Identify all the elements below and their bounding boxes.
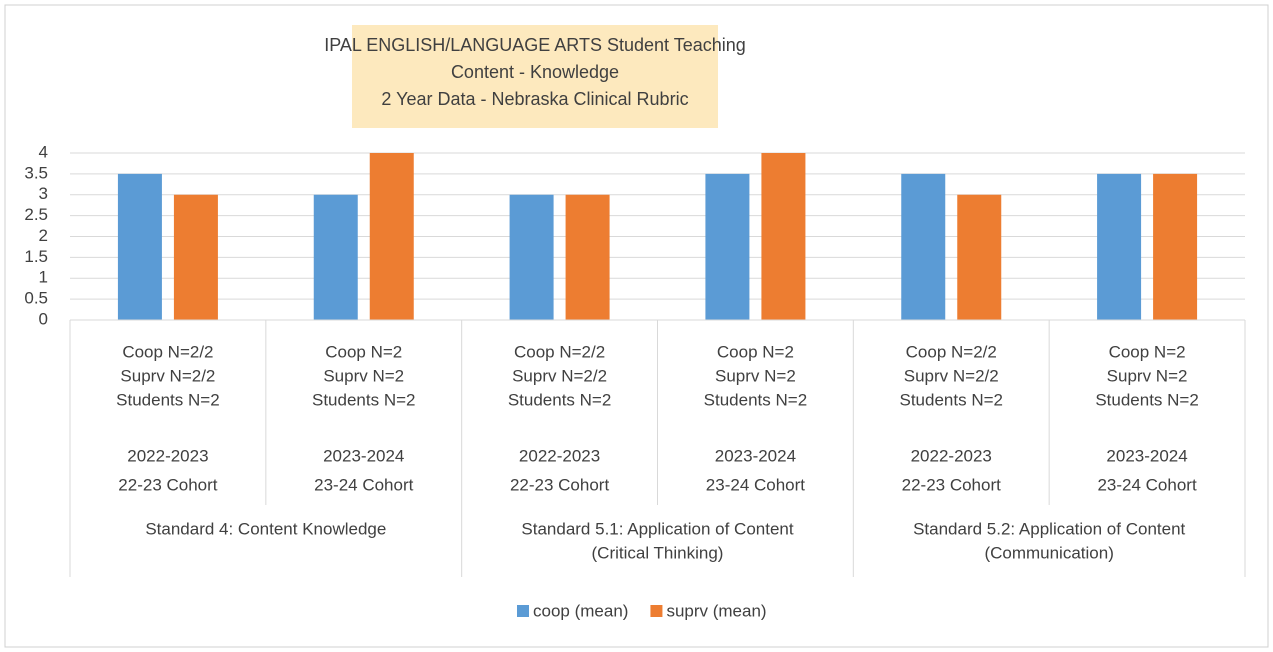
y-tick-label: 3.5	[24, 163, 48, 182]
x-tick-label: Coop N=2/2	[514, 342, 605, 361]
group-label: Standard 4: Content Knowledge	[145, 519, 386, 538]
bar	[705, 173, 750, 320]
bar	[1153, 173, 1198, 320]
group-label: (Communication)	[984, 543, 1113, 562]
y-tick-label: 4	[39, 142, 48, 161]
chart-title: 2 Year Data - Nebraska Clinical Rubric	[381, 89, 688, 109]
x-tick-label: 2023-2024	[323, 446, 404, 465]
y-tick-label: 0.5	[24, 289, 48, 308]
bar	[901, 173, 946, 320]
x-tick-label: 2022-2023	[519, 446, 600, 465]
bar	[313, 194, 358, 320]
x-tick-label: 23-24 Cohort	[1097, 475, 1197, 494]
x-tick-label: 2023-2024	[1106, 446, 1187, 465]
x-tick-label: 23-24 Cohort	[706, 475, 806, 494]
legend-label: suprv (mean)	[666, 601, 766, 620]
bar	[173, 194, 218, 320]
chart-title: IPAL ENGLISH/LANGUAGE ARTS Student Teach…	[324, 35, 746, 55]
legend-label: coop (mean)	[533, 601, 628, 620]
x-tick-label: 2022-2023	[911, 446, 992, 465]
x-tick-label: 22-23 Cohort	[902, 475, 1002, 494]
bar	[117, 173, 162, 320]
x-tick-label: Students N=2	[900, 390, 1004, 409]
legend-swatch	[517, 605, 529, 617]
y-tick-label: 2	[39, 226, 48, 245]
title-box	[352, 25, 718, 128]
group-label: (Critical Thinking)	[592, 543, 724, 562]
x-tick-label: 2023-2024	[715, 446, 796, 465]
x-tick-label: Suprv N=2/2	[904, 366, 999, 385]
x-tick-label: Students N=2	[704, 390, 808, 409]
x-tick-label: Students N=2	[508, 390, 612, 409]
x-tick-label: Students N=2	[312, 390, 416, 409]
x-tick-label: 22-23 Cohort	[118, 475, 218, 494]
x-tick-label: 23-24 Cohort	[314, 475, 414, 494]
x-tick-label: Coop N=2/2	[906, 342, 997, 361]
x-tick-label: Suprv N=2	[323, 366, 404, 385]
bar	[761, 153, 806, 320]
bar	[957, 194, 1002, 320]
y-tick-label: 2.5	[24, 205, 48, 224]
y-tick-label: 0	[39, 309, 48, 328]
group-label: Standard 5.2: Application of Content	[913, 519, 1185, 538]
x-tick-label: 22-23 Cohort	[510, 475, 610, 494]
x-tick-label: Suprv N=2/2	[512, 366, 607, 385]
bar	[369, 153, 414, 320]
x-tick-label: Suprv N=2/2	[120, 366, 215, 385]
y-tick-label: 3	[39, 184, 48, 203]
y-tick-label: 1	[39, 268, 48, 287]
x-tick-label: Students N=2	[1095, 390, 1199, 409]
x-tick-label: Coop N=2	[717, 342, 794, 361]
x-tick-label: Coop N=2	[325, 342, 402, 361]
group-label: Standard 5.1: Application of Content	[521, 519, 793, 538]
bar	[1097, 173, 1142, 320]
bar	[565, 194, 610, 320]
bar	[509, 194, 554, 320]
x-tick-label: 2022-2023	[127, 446, 208, 465]
legend-swatch	[650, 605, 663, 617]
x-tick-label: Suprv N=2	[1107, 366, 1188, 385]
y-tick-label: 1.5	[24, 247, 48, 266]
x-tick-label: Students N=2	[116, 390, 220, 409]
x-tick-label: Suprv N=2	[715, 366, 796, 385]
x-tick-label: Coop N=2	[1109, 342, 1186, 361]
x-tick-label: Coop N=2/2	[122, 342, 213, 361]
chart-title: Content - Knowledge	[451, 62, 619, 82]
